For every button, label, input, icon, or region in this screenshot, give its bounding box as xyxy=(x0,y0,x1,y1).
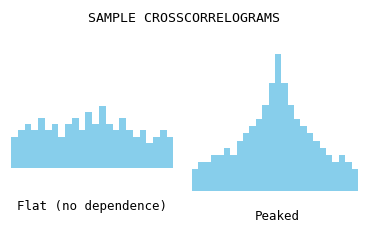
Text: SAMPLE CROSSCORRELOGRAMS: SAMPLE CROSSCORRELOGRAMS xyxy=(89,12,280,25)
Bar xyxy=(326,155,332,191)
Bar xyxy=(275,54,281,191)
Bar xyxy=(345,162,352,191)
Text: Flat (no dependence): Flat (no dependence) xyxy=(17,200,167,213)
Bar xyxy=(300,126,307,191)
Bar xyxy=(269,83,275,191)
Bar xyxy=(339,155,345,191)
Bar xyxy=(313,141,320,191)
Bar xyxy=(153,137,160,168)
Bar xyxy=(230,155,237,191)
Bar xyxy=(167,137,173,168)
Bar xyxy=(281,83,288,191)
Bar xyxy=(205,162,211,191)
Bar xyxy=(139,130,146,168)
Bar xyxy=(237,141,243,191)
Bar xyxy=(262,105,269,191)
Bar xyxy=(58,137,65,168)
Bar xyxy=(106,124,113,168)
Bar xyxy=(133,137,139,168)
Bar xyxy=(18,130,25,168)
Bar xyxy=(113,130,119,168)
Text: Peaked: Peaked xyxy=(254,210,299,223)
Bar xyxy=(38,118,45,168)
Bar xyxy=(92,124,99,168)
Bar xyxy=(294,119,300,191)
Bar xyxy=(146,143,153,168)
Bar xyxy=(332,162,339,191)
Bar xyxy=(31,130,38,168)
Bar xyxy=(320,148,326,191)
Bar xyxy=(224,148,230,191)
Bar xyxy=(119,118,126,168)
Bar xyxy=(65,124,72,168)
Bar xyxy=(243,134,249,191)
Bar xyxy=(288,105,294,191)
Bar xyxy=(198,162,205,191)
Bar xyxy=(86,112,92,168)
Bar xyxy=(211,155,217,191)
Bar xyxy=(307,134,313,191)
Bar xyxy=(256,119,262,191)
Bar xyxy=(72,118,79,168)
Bar xyxy=(52,124,58,168)
Bar xyxy=(126,130,133,168)
Bar xyxy=(352,169,358,191)
Bar xyxy=(25,124,31,168)
Bar xyxy=(249,126,256,191)
Bar xyxy=(79,130,86,168)
Bar xyxy=(11,137,18,168)
Bar xyxy=(192,169,198,191)
Bar xyxy=(217,155,224,191)
Bar xyxy=(160,130,167,168)
Bar xyxy=(99,106,106,168)
Bar xyxy=(45,130,52,168)
